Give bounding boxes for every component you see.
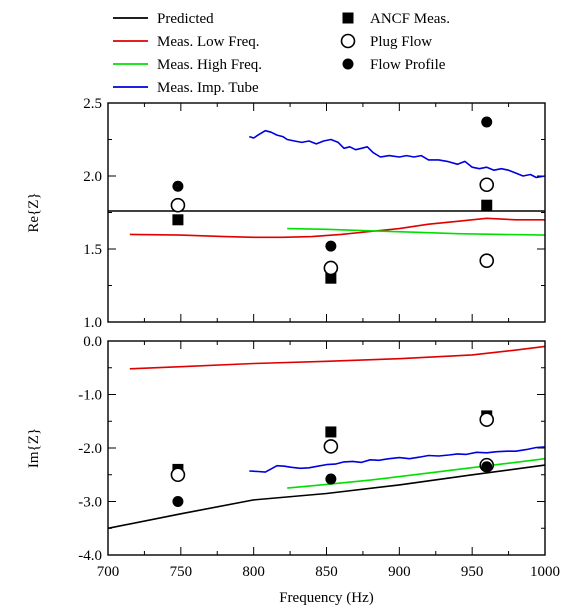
legend-item-meas-imp-tube: Meas. Imp. Tube — [113, 80, 259, 96]
legend-label: Meas. Imp. Tube — [157, 80, 259, 96]
plug-flow-point — [323, 260, 339, 276]
legend-item-meas-low-freq: Meas. Low Freq. — [113, 34, 259, 50]
legend-item-meas-high-freq: Meas. High Freq. — [113, 57, 262, 73]
y-tick-label: -3.0 — [78, 495, 102, 511]
y-axis-label: Re{Z} — [26, 192, 42, 232]
plug-flow-point — [170, 467, 186, 483]
legend-swatch-plug-flow — [340, 33, 356, 49]
series-meas-imp-tube-line — [249, 446, 546, 473]
legend-label: Meas. Low Freq. — [157, 34, 259, 50]
plug-flow-point — [170, 197, 186, 213]
series-meas-low-freq-line — [129, 217, 545, 239]
y-tick-label: 1.0 — [83, 315, 102, 331]
legend-item-ancf-meas: ANCF Meas. — [342, 11, 450, 27]
series-meas-imp-tube-line — [249, 129, 546, 179]
x-axis-label: Frequency (Hz) — [279, 590, 374, 606]
flow-profile-point — [172, 496, 184, 507]
ancf-meas-point — [172, 214, 184, 226]
plug-flow-point — [479, 177, 495, 193]
flow-profile-point — [325, 473, 337, 485]
flow-profile-point — [172, 180, 184, 192]
re-z-panel: 1.0 1.5 2.0 2.5 Re{Z} — [26, 96, 546, 331]
x-tick-label: 700 — [97, 564, 120, 580]
ancf-meas-point — [325, 272, 337, 284]
y-tick-label: -4.0 — [78, 548, 102, 564]
legend-item-flow-profile: Flow Profile — [342, 57, 446, 73]
legend-label: Meas. High Freq. — [157, 57, 262, 73]
y-tick-label: -1.0 — [78, 388, 102, 404]
flow-profile-point — [325, 240, 337, 252]
y-tick-label: 2.5 — [83, 96, 102, 112]
x-tick-label: 850 — [315, 564, 338, 580]
ancf-meas-point — [325, 426, 337, 438]
legend-label: Flow Profile — [370, 57, 446, 73]
x-tick-label: 750 — [170, 564, 193, 580]
legend-swatch-flow-profile — [342, 58, 354, 70]
series-meas-high-freq-line — [287, 457, 546, 489]
legend-label: Predicted — [157, 11, 214, 27]
series-meas-high-freq-line — [287, 227, 546, 236]
plot-frame — [107, 340, 546, 556]
legend: Predicted Meas. Low Freq. Meas. High Freq.… — [113, 11, 450, 96]
x-tick-label: 1000 — [530, 564, 560, 580]
legend-label: ANCF Meas. — [370, 11, 450, 27]
legend-label: Plug Flow — [370, 34, 432, 50]
y-tick-label: 2.0 — [83, 169, 102, 185]
series-meas-low-freq-line — [129, 345, 546, 370]
y-axis-label: Im{Z} — [26, 428, 42, 468]
y-tick-label: 1.5 — [83, 242, 102, 258]
legend-item-predicted: Predicted — [113, 11, 214, 27]
plug-flow-point — [323, 439, 339, 454]
ancf-meas-point — [481, 199, 493, 211]
x-tick-label: 950 — [461, 564, 484, 580]
legend-item-plug-flow: Plug Flow — [340, 33, 432, 50]
x-tick-label: 800 — [242, 564, 265, 580]
plot-frame — [107, 102, 546, 323]
plug-flow-point — [479, 412, 495, 427]
plug-flow-point — [479, 253, 495, 268]
legend-swatch-ancf-meas — [342, 12, 354, 24]
im-z-panel: -4.0 -3.0 -2.0 -1.0 0.0 700 750 800 850 900 950 100… — [26, 334, 560, 606]
flow-profile-point — [481, 461, 493, 473]
series-predicted-line — [107, 464, 546, 530]
x-tick-label: 900 — [388, 564, 411, 580]
flow-profile-point — [481, 116, 493, 128]
y-tick-label: -2.0 — [78, 441, 102, 457]
y-tick-label: 0.0 — [83, 334, 102, 350]
